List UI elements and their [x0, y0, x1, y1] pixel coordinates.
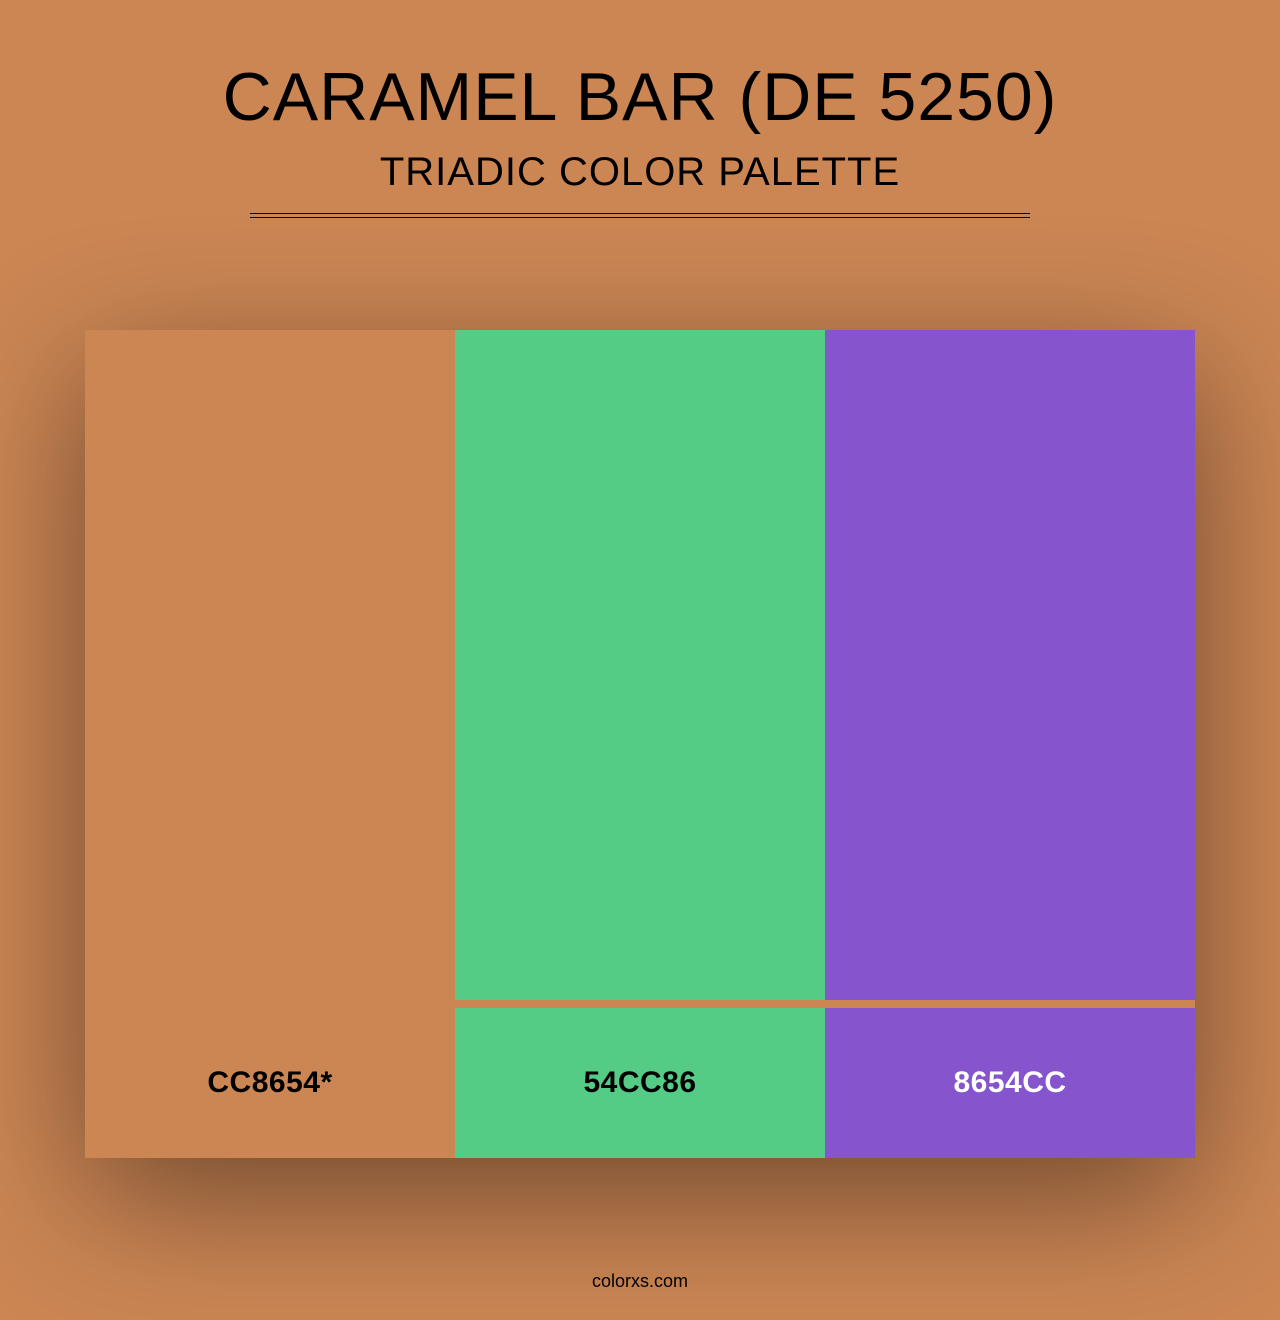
swatch-gap-3: [825, 1000, 1195, 1008]
swatch-top-2: [455, 330, 825, 1000]
swatch-label-3: 8654CC: [953, 1066, 1066, 1100]
swatch-column-1: CC8654*: [85, 330, 455, 1158]
swatch-label-1: CC8654*: [207, 1066, 332, 1100]
swatch-gap-1: [85, 1000, 455, 1008]
palette-shadow-wrap: CC8654* 54CC86 8654CC: [85, 330, 1195, 1158]
content-container: CARAMEL BAR (DE 5250) TRIADIC COLOR PALE…: [0, 0, 1280, 1320]
palette-title: CARAMEL BAR (DE 5250): [223, 58, 1058, 136]
swatch-column-3: 8654CC: [825, 330, 1195, 1158]
title-divider: [250, 213, 1030, 218]
swatch-column-2: 54CC86: [455, 330, 825, 1158]
triadic-palette: CC8654* 54CC86 8654CC: [85, 330, 1195, 1158]
swatch-top-1: [85, 330, 455, 1000]
swatch-bottom-2: 54CC86: [455, 1008, 825, 1158]
swatch-label-2: 54CC86: [583, 1066, 696, 1100]
footer-credit: colorxs.com: [0, 1271, 1280, 1292]
palette-subtitle: TRIADIC COLOR PALETTE: [380, 150, 900, 195]
swatch-gap-2: [455, 1000, 825, 1008]
swatch-bottom-3: 8654CC: [825, 1008, 1195, 1158]
swatch-top-3: [825, 330, 1195, 1000]
swatch-bottom-1: CC8654*: [85, 1008, 455, 1158]
